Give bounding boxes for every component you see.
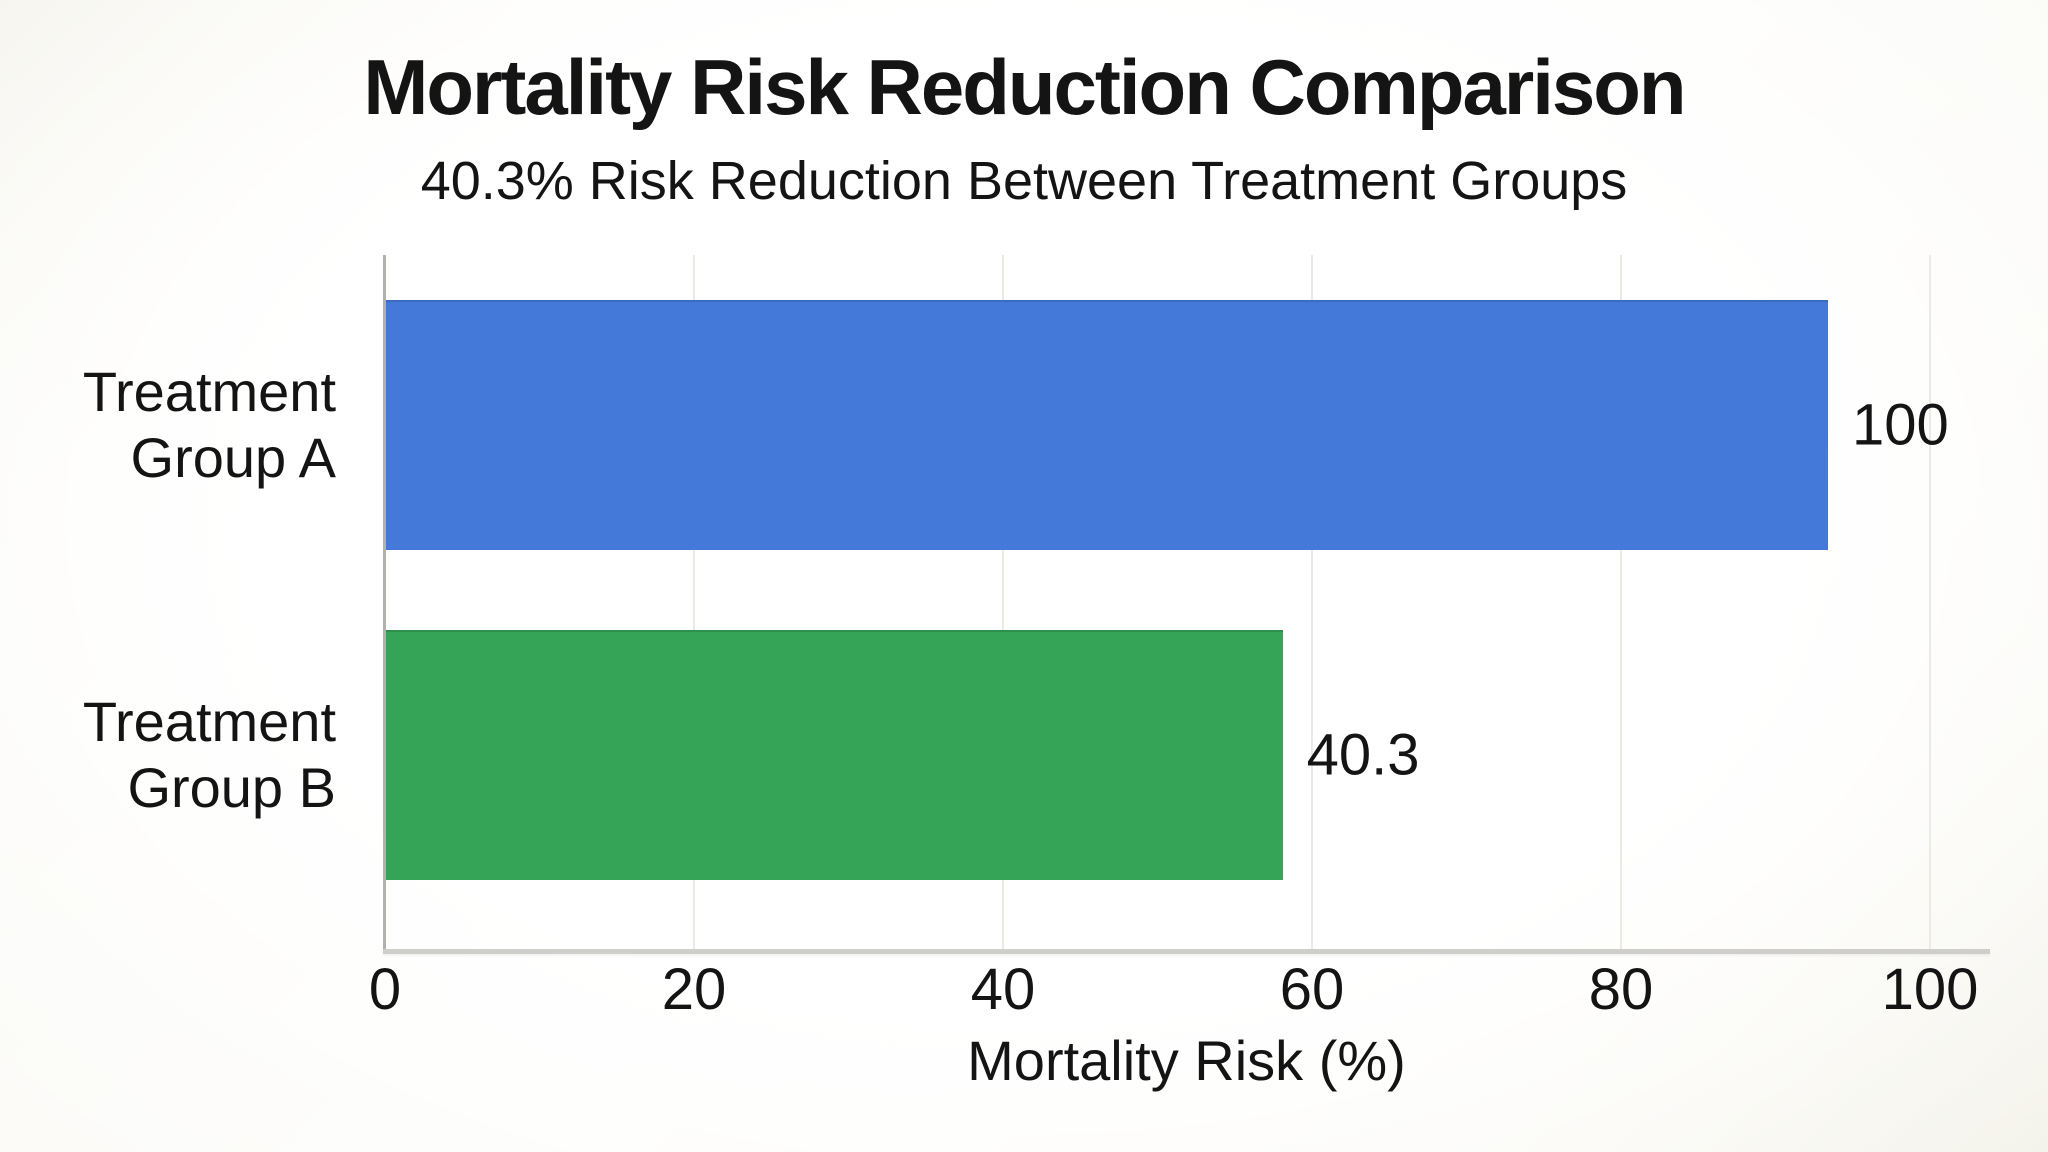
y-category-labels: Treatment Group A Treatment Group B <box>0 255 342 950</box>
value-label-treatment-group-a: 100 <box>1852 392 1949 458</box>
x-tick-label: 80 <box>1588 957 1654 1022</box>
bar-treatment-group-b <box>385 630 1283 880</box>
x-tick-label: 0 <box>368 957 402 1022</box>
x-tick-label: 60 <box>1279 957 1345 1022</box>
x-tick-label: 20 <box>661 957 727 1022</box>
gridline <box>1620 255 1622 950</box>
x-tick-label: 100 <box>1881 957 1979 1022</box>
gridline <box>1929 255 1931 950</box>
gridline <box>1311 255 1313 950</box>
y-axis-line <box>383 255 386 950</box>
x-tick-labels: 0 20 40 60 80 100 <box>369 957 1979 1028</box>
x-axis-line <box>383 949 1990 954</box>
category-label-treatment-group-a: Treatment Group A <box>83 359 336 491</box>
category-label-line: Treatment <box>82 690 336 753</box>
category-label-treatment-group-b: Treatment Group B <box>83 689 336 821</box>
gridline <box>693 255 695 950</box>
chart-title: Mortality Risk Reduction Comparison <box>363 43 1686 131</box>
x-axis-title: Mortality Risk (%) <box>967 1029 1406 1092</box>
plot-area: 100 40.3 <box>383 255 1990 954</box>
gridline <box>1002 255 1004 950</box>
category-label-line: Group A <box>130 426 336 489</box>
category-label-line: Treatment <box>82 360 336 423</box>
x-tick-label: 40 <box>970 957 1036 1022</box>
bar-treatment-group-a <box>385 300 1829 550</box>
category-label-line: Group B <box>127 756 336 819</box>
chart-subtitle: 40.3% Risk Reduction Between Treatment G… <box>420 151 1628 211</box>
value-label-treatment-group-b: 40.3 <box>1306 722 1420 788</box>
